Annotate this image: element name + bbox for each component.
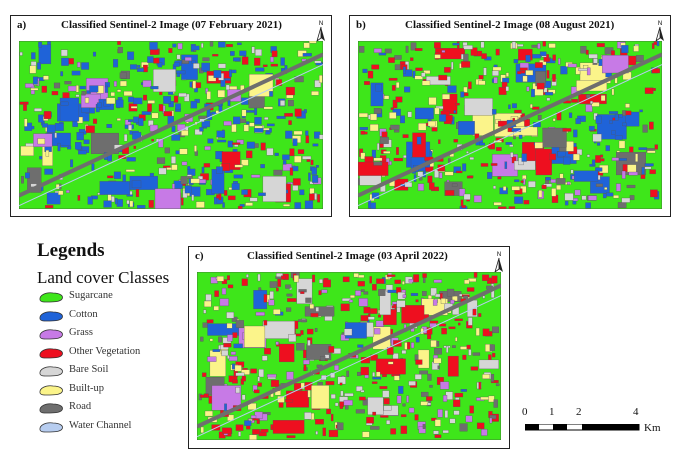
legend-item-label: Sugarcane [69,290,113,301]
north-arrow-icon: N [494,252,503,274]
map-panel-a: a) Classified Sentinel-2 Image (07 Febru… [10,15,332,217]
legend-item-label: Bare Soil [69,364,109,375]
north-arrow-icon: N [655,21,664,43]
scale-tick: 2 [576,406,582,418]
water-channel [358,64,662,207]
svg-text:N: N [319,21,323,27]
highway-road [358,52,662,198]
legend-item-label: Built-up [69,382,105,394]
scale-unit: Km [644,422,661,434]
highway-road [19,52,323,198]
map-panel-c: c) Classified Sentinel-2 Image (03 April… [188,246,510,449]
panel-title: Classified Sentinel-2 Image (08 August 2… [405,19,615,31]
road-swatch-icon [39,403,63,414]
scale-tick: 4 [633,406,639,418]
panel-title: Classified Sentinel-2 Image (07 February… [61,19,282,31]
sugarcane-swatch-icon [39,292,63,303]
legend-item-grass: Grass [37,327,237,341]
panel-label: a) [17,19,27,31]
legend-item-cotton: Cotton [37,309,237,323]
legend-item-bare: Bare Soil [37,364,237,378]
panel-label: b) [356,19,366,31]
north-arrow-icon: N [316,21,325,43]
classified-map-b [358,41,662,209]
water-swatch-icon [39,421,63,432]
panel-label: c) [195,250,204,262]
scale-bar-graphic [525,424,640,431]
legend-item-label: Other Vegetation [69,345,141,357]
cotton-swatch-icon [39,310,63,321]
highway-road [197,283,501,429]
legend-subheading: Land cover Classes [37,268,170,287]
grass-swatch-icon [39,329,63,340]
legend-item-label: Cotton [69,308,98,320]
legend-item-water: Water Channel [37,420,237,434]
legend-item-sugarcane: Sugarcane [37,290,237,304]
legend-item-label: Road [69,401,92,412]
map-panel-b: b) Classified Sentinel-2 Image (08 Augus… [349,15,671,217]
panel-title: Classified Sentinel-2 Image (03 April 20… [247,250,448,262]
classified-map-a [19,41,323,209]
legend-item-label: Grass [69,327,93,338]
legend-item-road: Road [37,401,237,415]
builtup-swatch-icon [39,384,63,395]
scale-tick: 1 [549,406,555,418]
water-channel [19,64,323,207]
water-channel [197,295,501,438]
classified-map-c [197,272,501,440]
scale-tick: 0 [522,406,528,418]
bare-swatch-icon [39,366,63,377]
legend-item-other: Other Vegetation [37,346,237,360]
legend-heading: Legends [37,240,105,261]
scale-bar: 0 1 2 4 Km [520,406,670,436]
legend-item-builtup: Built-up [37,383,237,397]
legend-item-label: Water Channel [69,419,132,431]
other-swatch-icon [39,347,63,358]
svg-text:N: N [497,252,501,258]
svg-text:N: N [658,21,662,27]
